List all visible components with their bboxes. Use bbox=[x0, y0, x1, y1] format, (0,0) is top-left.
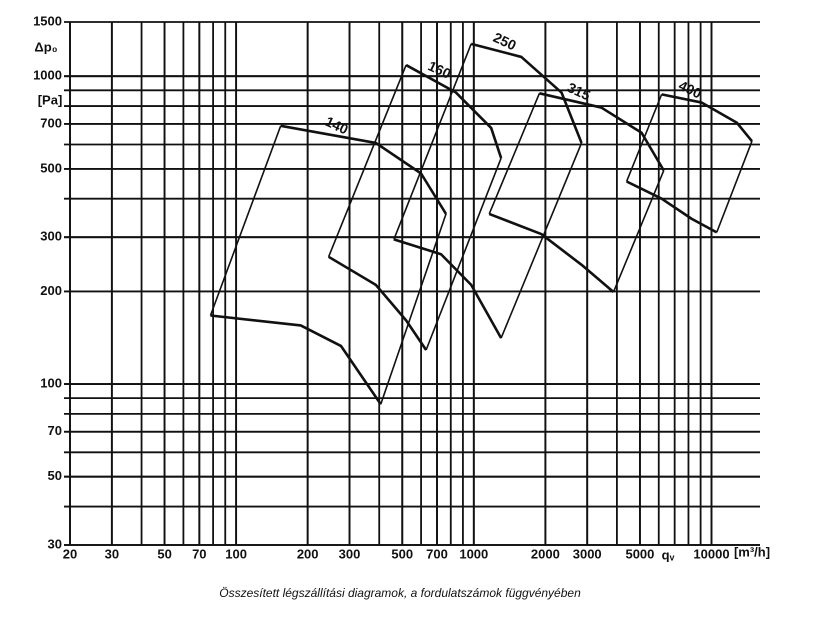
fan-curve bbox=[327, 255, 428, 351]
y-tick-label: 30 bbox=[48, 536, 62, 551]
range-edge bbox=[393, 43, 472, 240]
y-tick-label: 200 bbox=[40, 283, 62, 298]
y-tick-label: 1000 bbox=[33, 68, 62, 83]
x-tick-label: 1000 bbox=[459, 546, 488, 561]
y-axis-unit: [Pa] bbox=[38, 92, 63, 107]
y-tick-label: 300 bbox=[40, 229, 62, 244]
y-tick-label: 700 bbox=[40, 115, 62, 130]
fan-curve bbox=[470, 42, 583, 144]
x-axis-unit: [m³/h] bbox=[734, 544, 770, 559]
fan-curve bbox=[488, 212, 615, 294]
range-edge bbox=[715, 140, 753, 233]
fan-curve bbox=[626, 180, 718, 234]
range-edge bbox=[612, 170, 665, 293]
x-axis-label: qᵥ bbox=[662, 547, 675, 562]
x-tick-label: 100 bbox=[225, 546, 247, 561]
y-tick-label: 50 bbox=[48, 468, 62, 483]
y-tick-label: 100 bbox=[40, 375, 62, 390]
x-tick-label: 20 bbox=[63, 546, 77, 561]
fan-curve bbox=[405, 63, 503, 159]
x-tick-label: 500 bbox=[391, 546, 413, 561]
x-tick-label: 5000 bbox=[625, 546, 654, 561]
x-tick-label: 700 bbox=[426, 546, 448, 561]
fan-curve bbox=[210, 314, 382, 405]
x-tick-label: 30 bbox=[105, 546, 119, 561]
fan-curve bbox=[539, 92, 665, 172]
caption: Összesített légszállítási diagramok, a f… bbox=[219, 586, 581, 600]
fan-curve bbox=[393, 238, 503, 339]
range-edge bbox=[625, 94, 663, 182]
range-edge bbox=[380, 213, 447, 405]
fan-curve bbox=[661, 93, 753, 143]
range-edge bbox=[209, 125, 282, 316]
y-tick-label: 1500 bbox=[33, 13, 62, 28]
x-tick-label: 2000 bbox=[531, 546, 560, 561]
range-edge bbox=[488, 92, 541, 215]
x-tick-label: 200 bbox=[297, 546, 319, 561]
x-tick-label: 50 bbox=[157, 546, 171, 561]
range-edge bbox=[425, 157, 502, 351]
x-tick-label: 300 bbox=[339, 546, 361, 561]
x-tick-label: 3000 bbox=[573, 546, 602, 561]
y-tick-label: 500 bbox=[40, 160, 62, 175]
x-tick-label: 70 bbox=[192, 546, 206, 561]
fan-curve bbox=[280, 124, 448, 215]
range-edge bbox=[327, 64, 407, 258]
x-tick-label: 10000 bbox=[693, 546, 729, 561]
range-edge bbox=[500, 142, 583, 339]
y-tick-label: 70 bbox=[48, 423, 62, 438]
y-axis-label: Δp₀ bbox=[34, 39, 57, 54]
